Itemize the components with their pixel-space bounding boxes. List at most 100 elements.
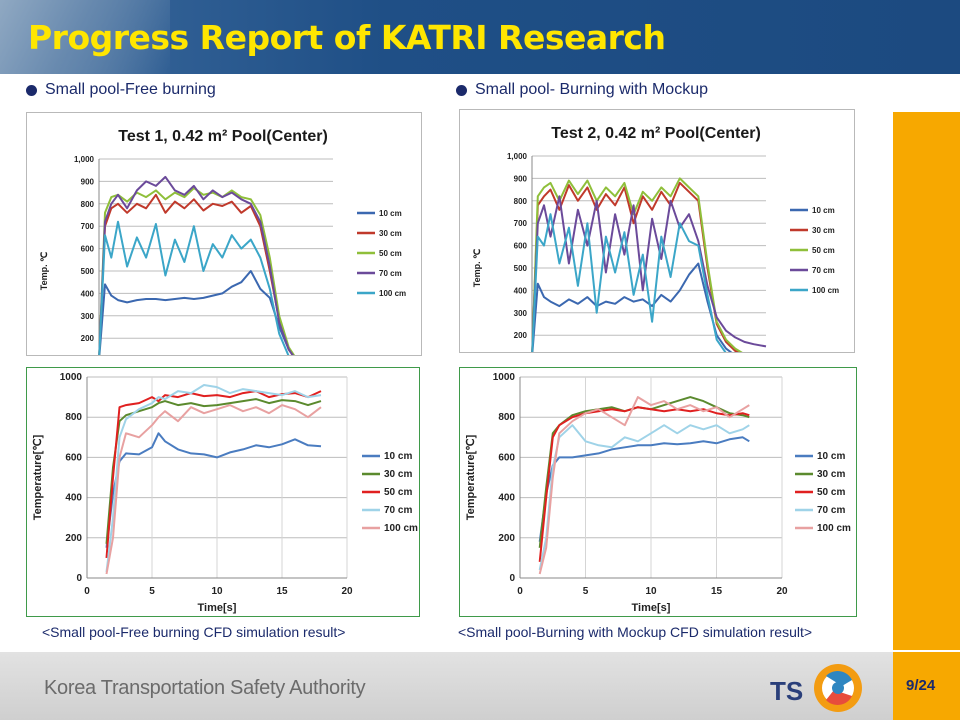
- ts-logo-icon: TS: [770, 664, 862, 712]
- legend-label: 30 cm: [817, 469, 845, 480]
- caption-right: <Small pool-Burning with Mockup CFD simu…: [458, 624, 813, 640]
- series-line-50cm: [105, 390, 322, 558]
- legend-label: 50 cm: [384, 487, 412, 498]
- y-tick-label: 200: [65, 533, 82, 544]
- y-tick-label: 400: [514, 286, 528, 295]
- logo-text: TS: [770, 676, 803, 706]
- header-banner: [0, 0, 960, 74]
- legend-label: 70 cm: [379, 269, 402, 278]
- chart-cfd1-svg: 0 200 400 600 800 1000 0 5 10 15 20 Temperature[℃] T…: [32, 372, 418, 614]
- legend-label: 10 cm: [384, 451, 412, 462]
- x-tick-label: 10: [211, 586, 223, 597]
- x-tick-label: 5: [583, 586, 589, 597]
- x-tick-label: 20: [776, 586, 788, 597]
- x-tick-label: 5: [149, 586, 155, 597]
- y-tick-label: 200: [81, 334, 95, 343]
- section-heading-right: Small pool- Burning with Mockup: [456, 81, 708, 99]
- series-line-100cm: [98, 220, 290, 355]
- y-tick-label: 600: [81, 245, 95, 254]
- y-tick-label: 600: [514, 242, 528, 251]
- y-tick-label: 400: [65, 493, 82, 504]
- page-number: 9/24: [906, 677, 936, 694]
- chart-cfd2: 0 200 400 600 800 1000 0 5 10 15 20 Temperature[℃] T…: [459, 367, 857, 617]
- page-number-box: [893, 652, 960, 720]
- legend-label: 70 cm: [812, 266, 835, 275]
- y-tick-label: 900: [514, 174, 528, 183]
- chart-cfd1: 0 200 400 600 800 1000 0 5 10 15 20 Temperature[℃] T…: [26, 367, 420, 617]
- footer-bar: [0, 652, 960, 720]
- y-tick-label: 700: [81, 222, 95, 231]
- series-line-100cm: [538, 396, 750, 575]
- accent-band: [893, 112, 960, 650]
- chart-title: Test 2, 0.42 m² Pool(Center): [551, 125, 761, 142]
- y-tick-label: 1,000: [507, 152, 528, 161]
- series-line-50cm: [538, 406, 750, 563]
- y-tick-label: 1,000: [74, 155, 95, 164]
- x-axis-label: Time[s]: [632, 602, 671, 614]
- y-tick-label: 400: [498, 493, 515, 504]
- legend-label: 10 cm: [817, 451, 845, 462]
- series-line-10cm: [105, 432, 322, 548]
- series-line-50cm: [98, 187, 296, 355]
- y-tick-label: 700: [514, 219, 528, 228]
- series-line-10cm: [531, 262, 733, 352]
- series-line-30cm: [538, 396, 750, 548]
- series-line-10cm: [98, 270, 294, 355]
- section-heading-right-label: Small pool- Burning with Mockup: [475, 81, 708, 98]
- series-line-100cm: [105, 404, 322, 575]
- legend-label: 100 cm: [384, 523, 418, 534]
- y-tick-label: 1000: [60, 372, 83, 383]
- y-tick-label: 200: [498, 533, 515, 544]
- y-tick-label: 1000: [493, 372, 516, 383]
- y-tick-label: 0: [76, 573, 82, 584]
- y-tick-label: 200: [514, 331, 528, 340]
- legend-label: 100 cm: [817, 523, 851, 534]
- y-tick-label: 500: [81, 267, 95, 276]
- y-tick-label: 800: [65, 412, 82, 423]
- y-tick-label: 400: [81, 289, 95, 298]
- y-axis-label: Temperature[℃]: [32, 434, 44, 520]
- series-line-30cm: [105, 398, 322, 544]
- y-tick-label: 900: [81, 177, 95, 186]
- chart-cfd2-svg: 0 200 400 600 800 1000 0 5 10 15 20 Temperature[℃] T…: [465, 372, 851, 614]
- chart-test2-svg: Test 2, 0.42 m² Pool(Center)010020030040…: [472, 125, 839, 352]
- series-line-10cm: [538, 436, 750, 542]
- y-tick-label: 800: [498, 412, 515, 423]
- legend-label: 30 cm: [379, 229, 402, 238]
- legend-label: 50 cm: [379, 249, 402, 258]
- y-axis-label: Temp. ℃: [472, 249, 482, 287]
- page-title: Progress Report of KATRI Research: [28, 18, 666, 57]
- footer-organization: Korea Transportation Safety Authority: [44, 677, 366, 699]
- caption-left: <Small pool-Free burning CFD simulation …: [42, 624, 346, 640]
- series-line-70cm: [531, 195, 767, 352]
- y-tick-label: 0: [509, 573, 515, 584]
- legend-label: 30 cm: [812, 226, 835, 235]
- y-tick-label: 600: [65, 452, 82, 463]
- section-heading-left: Small pool-Free burning: [26, 81, 216, 99]
- y-tick-label: 800: [514, 197, 528, 206]
- legend-label: 70 cm: [817, 505, 845, 516]
- y-tick-label: 300: [514, 309, 528, 318]
- series-line-30cm: [531, 181, 740, 352]
- series-line-70cm: [105, 384, 322, 573]
- bullet-icon: [456, 84, 467, 96]
- x-tick-label: 20: [341, 586, 353, 597]
- chart-test2: Test 2, 0.42 m² Pool(Center)010020030040…: [459, 109, 855, 353]
- legend-label: 100 cm: [812, 286, 839, 295]
- section-heading-left-label: Small pool-Free burning: [45, 81, 216, 98]
- x-axis-label: Time[s]: [198, 602, 237, 614]
- series-line-70cm: [98, 175, 294, 355]
- chart-test1-svg: Test 1, 0.42 m² Pool(Center)010020030040…: [39, 128, 406, 355]
- chart-test1: Test 1, 0.42 m² Pool(Center)010020030040…: [26, 112, 422, 356]
- chart-title: Test 1, 0.42 m² Pool(Center): [118, 128, 328, 145]
- y-tick-label: 300: [81, 312, 95, 321]
- y-tick-label: 800: [81, 200, 95, 209]
- legend-label: 100 cm: [379, 289, 406, 298]
- x-tick-label: 15: [276, 586, 288, 597]
- y-axis-label: Temperature[℃]: [465, 434, 477, 520]
- header-photo: [0, 0, 170, 74]
- y-tick-label: 500: [514, 264, 528, 273]
- legend-label: 10 cm: [379, 209, 402, 218]
- x-tick-label: 0: [517, 586, 523, 597]
- series-line-30cm: [98, 193, 294, 355]
